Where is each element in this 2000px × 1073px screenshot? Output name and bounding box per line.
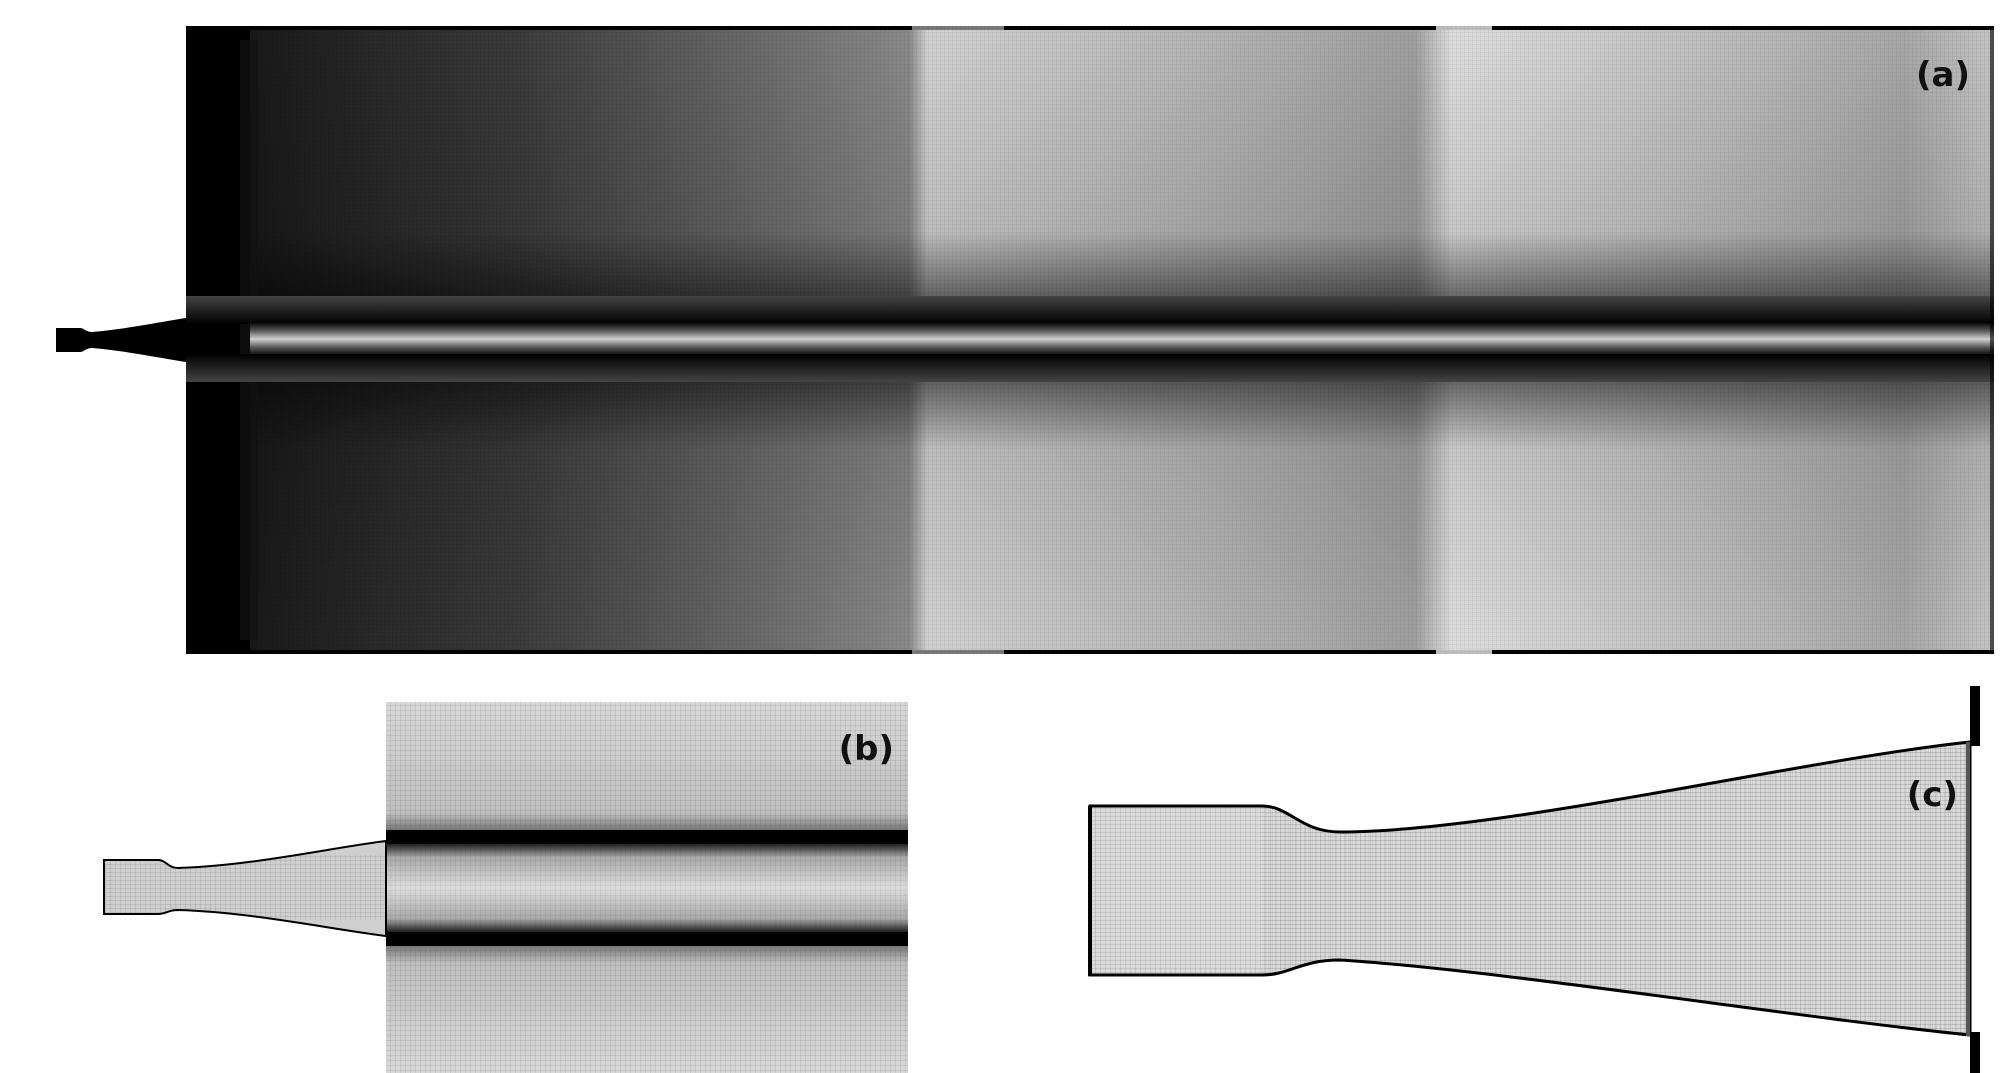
panel-a-label: (a) [1916, 55, 1970, 95]
panel-a: (a) [56, 26, 1994, 654]
panel-b-shear-band-bottom [386, 932, 908, 946]
panel-c: (c) [1088, 686, 1980, 1073]
panel-a-inlet-wall [186, 26, 250, 654]
panel-b-label: (b) [839, 729, 894, 769]
panel-a-jet-band-bottom [186, 354, 1994, 382]
panel-c-label: (c) [1907, 775, 1958, 815]
panel-a-nozzle [56, 318, 186, 362]
panel-b: (b) [103, 702, 908, 1073]
panel-b-shear-band-top [386, 830, 908, 844]
panel-a-jet-core [250, 322, 1994, 356]
panel-a-jet-band-top [186, 296, 1994, 324]
panel-c-outlet-lip-bottom [1970, 1032, 1980, 1073]
panel-c-outlet-lip-top [1970, 686, 1980, 746]
